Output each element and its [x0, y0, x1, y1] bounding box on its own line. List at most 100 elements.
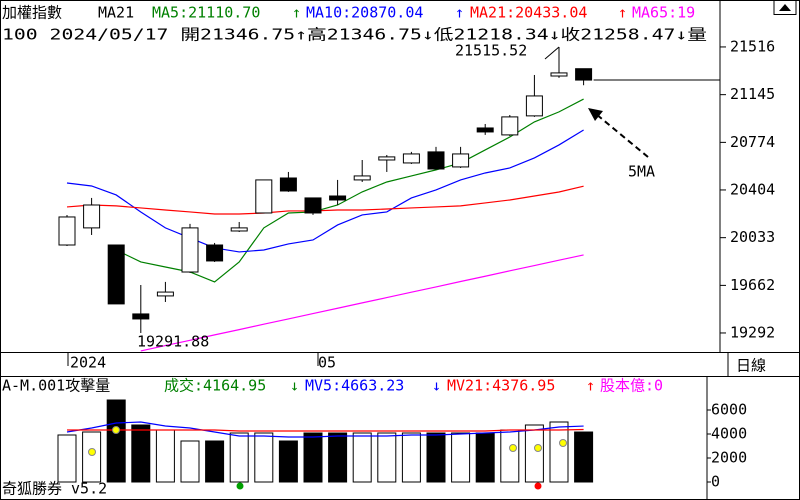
signal-dot	[112, 426, 120, 434]
candle-body	[476, 127, 494, 133]
ma-line	[67, 428, 584, 432]
y-tick-label: 19292	[730, 323, 775, 341]
y-tick-label: 21516	[730, 37, 775, 55]
scroll-button[interactable]	[773, 0, 797, 15]
legend-text: MA65:19	[632, 4, 695, 22]
volume-legend-text: MV5:4663.23	[305, 377, 404, 395]
volume-bar	[524, 424, 544, 483]
volume-bar	[475, 432, 495, 483]
signal-dot	[88, 448, 96, 456]
signal-dot	[559, 439, 567, 447]
ma-line	[140, 254, 584, 352]
candle-body	[329, 195, 347, 201]
candle-body	[107, 244, 125, 305]
volume-bar	[328, 432, 348, 483]
volume-bar	[57, 434, 77, 483]
candle-body	[58, 216, 76, 246]
volume-bar	[106, 399, 126, 483]
volume-legend-text: A-M.001攻擊量	[2, 377, 110, 395]
x-label: 2024	[70, 354, 106, 372]
volume-bar	[303, 432, 323, 483]
annotation: 5MA	[628, 163, 655, 181]
info-line: 100 2024/05/17 開21346.75↑高21346.75↓低2121…	[2, 26, 707, 44]
volume-legend-text: ↑	[586, 377, 595, 395]
annotation: 19291.88	[137, 332, 209, 350]
annotation-leader	[544, 46, 560, 60]
volume-legend-text: 股本億:0	[600, 377, 663, 395]
y-tick-label: 6000	[711, 400, 747, 418]
signal-dot	[509, 444, 517, 452]
volume-bar	[549, 421, 569, 483]
volume-bar	[401, 432, 421, 483]
candle-body	[181, 227, 199, 273]
x-label: 05	[318, 354, 336, 372]
candle-body	[230, 227, 248, 232]
volume-legend-text: MV21:4376.95	[447, 377, 555, 395]
y-tick-label: 20404	[730, 180, 775, 198]
candle-body	[206, 244, 224, 262]
legend-text: ↑	[455, 4, 464, 22]
signal-dot	[236, 482, 244, 490]
ma-line	[115, 98, 584, 283]
annotation-arrow	[595, 113, 649, 158]
volume-bar	[500, 429, 520, 483]
candle-body	[575, 68, 593, 81]
candle-body	[427, 151, 445, 170]
candle-body	[525, 95, 543, 117]
legend-text: ↑	[618, 4, 627, 22]
volume-bar	[451, 432, 471, 483]
legend-text: 加權指數	[2, 4, 62, 22]
legend-text: MA21:20433.04	[470, 4, 587, 22]
y-tick-label: 0	[711, 472, 720, 490]
marks: 加權指數 MA21 MA5:21110.70 ↑ MA10:20870.04 ↑ MA21:…	[2, 4, 775, 498]
y-tick-label: 4000	[711, 424, 747, 442]
ma-line	[66, 185, 584, 215]
legend-text: MA10:20870.04	[306, 4, 423, 22]
volume-legend-text: ↓	[432, 377, 441, 395]
ma-line	[66, 421, 584, 438]
candle-body	[378, 156, 396, 161]
volume-bar	[229, 432, 249, 483]
y-tick-label: 2000	[711, 448, 747, 466]
annotation: 21515.52	[455, 42, 527, 60]
footer-text: 奇狐勝券 v5.2	[2, 480, 107, 498]
volume-bar	[352, 432, 372, 483]
y-tick-label: 21145	[730, 85, 775, 103]
candle-body	[83, 204, 101, 229]
candle-body	[132, 313, 150, 320]
volume-bar	[426, 432, 446, 483]
signal-dot	[534, 444, 542, 452]
y-tick-label: 19662	[730, 276, 775, 294]
candle-body	[501, 116, 519, 136]
y-tick-label: 20033	[730, 228, 775, 246]
period-label: 日線	[736, 357, 766, 375]
volume-bar	[205, 440, 225, 483]
volume-legend-text: ↓	[290, 377, 299, 395]
candle-body	[304, 197, 322, 214]
volume-bar	[180, 440, 200, 483]
candle-body	[550, 72, 568, 77]
signal-dot	[534, 482, 542, 490]
volume-legend-text: 成交:4164.95	[164, 377, 266, 395]
volume-bar	[131, 424, 151, 483]
volume-bar	[278, 440, 298, 483]
candle-body	[353, 175, 371, 181]
legend-text: MA21	[98, 4, 134, 22]
volume-bar	[377, 432, 397, 483]
candle-body	[452, 153, 470, 168]
y-tick-label: 20774	[730, 133, 775, 151]
volume-bar	[82, 431, 102, 483]
candle-body	[255, 179, 273, 214]
ma-line	[66, 129, 584, 253]
legend-text: ↑	[292, 4, 301, 22]
volume-bar	[155, 429, 175, 483]
candle-body	[402, 153, 420, 164]
candle-body	[156, 291, 174, 297]
scroll-icon	[779, 4, 791, 11]
candle-body	[279, 177, 297, 192]
legend-text: MA5:21110.70	[152, 4, 260, 22]
volume-bar	[254, 432, 274, 483]
annotation-arrowhead	[588, 108, 603, 121]
